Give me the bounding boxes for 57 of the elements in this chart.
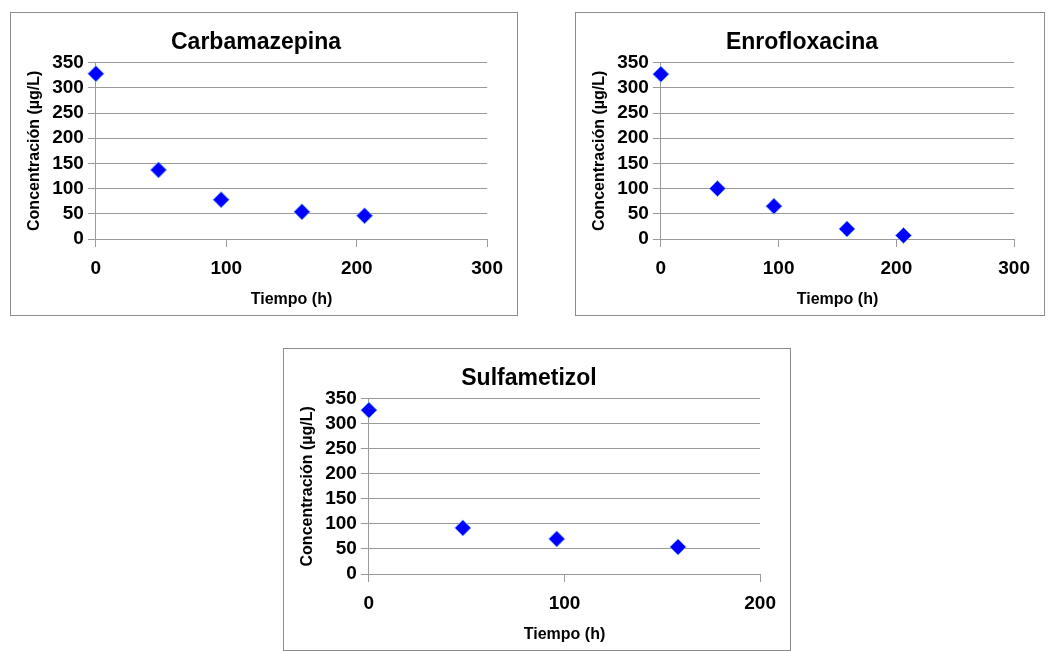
point [293, 203, 311, 221]
chart-title: Sulfametizol [461, 364, 597, 391]
x-tick-label: 0 [363, 591, 375, 613]
point [212, 191, 230, 209]
y-tick-label: 0 [73, 227, 84, 249]
x-tick-label: 100 [548, 591, 581, 613]
y-tick-label: 50 [335, 537, 357, 559]
y-tick-label: 100 [617, 176, 649, 198]
point [708, 180, 726, 198]
chart-title: Enrofloxacina [725, 28, 879, 55]
point [360, 401, 378, 419]
point [356, 207, 374, 225]
point [652, 65, 670, 83]
y-axis-title: Concentración (µg/L) [25, 70, 43, 231]
x-tick-label: 100 [762, 256, 795, 278]
y-tick-label: 250 [52, 101, 84, 123]
x-axis-title: Tiempo (h) [523, 624, 606, 642]
x-tick-label: 200 [880, 256, 913, 278]
x-tick-label: 0 [655, 256, 667, 278]
point [87, 65, 105, 83]
x-tick-label: 0 [90, 256, 102, 278]
y-tick-label: 50 [62, 202, 84, 224]
y-tick-label: 350 [617, 50, 649, 72]
y-tick-label: 200 [617, 126, 649, 148]
x-axis-title: Tiempo (h) [796, 289, 879, 307]
point [765, 197, 783, 215]
y-tick-label: 100 [52, 176, 84, 198]
y-axis-title: Concentración (µg/L) [590, 70, 608, 231]
point [669, 538, 687, 556]
y-tick-label: 100 [325, 512, 357, 534]
point [838, 220, 856, 238]
x-tick-label: 100 [210, 256, 243, 278]
y-tick-label: 350 [52, 50, 84, 72]
point [548, 530, 566, 548]
y-tick-label: 150 [617, 151, 649, 173]
y-axis-title: Concentración (µg/L) [298, 406, 316, 567]
x-axis-title: Tiempo (h) [250, 289, 333, 307]
y-tick-label: 150 [52, 151, 84, 173]
y-tick-label: 150 [325, 487, 357, 509]
x-tick-label: 200 [744, 591, 776, 613]
y-tick-label: 250 [325, 436, 357, 458]
x-tick-label: 300 [998, 256, 1030, 278]
y-tick-label: 300 [52, 76, 84, 98]
point [894, 226, 912, 244]
chart-title: Carbamazepina [170, 28, 342, 55]
y-tick-label: 0 [638, 227, 649, 249]
y-tick-label: 0 [346, 562, 357, 584]
y-tick-label: 200 [52, 126, 84, 148]
y-tick-label: 50 [627, 202, 649, 224]
point [454, 519, 472, 537]
y-tick-label: 200 [325, 462, 357, 484]
y-tick-label: 350 [325, 386, 357, 408]
point [150, 161, 167, 179]
y-tick-label: 300 [325, 411, 357, 433]
y-tick-label: 300 [617, 76, 649, 98]
y-tick-label: 250 [617, 101, 649, 123]
x-tick-label: 300 [471, 256, 503, 278]
